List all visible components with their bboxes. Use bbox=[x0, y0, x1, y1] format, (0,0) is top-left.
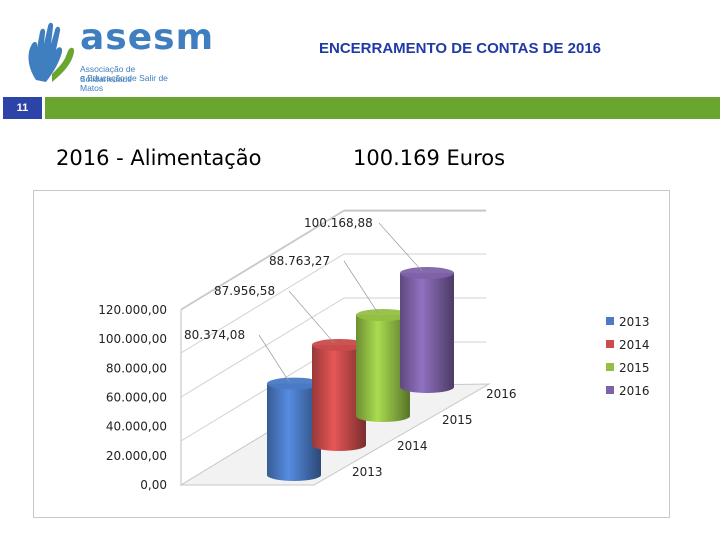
chart-frame: 0,00 20.000,00 40.000,00 60.000,00 80.000,00… bbox=[33, 190, 670, 518]
legend-swatch bbox=[606, 363, 614, 371]
data-label-2013: 80.374,08 bbox=[184, 328, 245, 342]
bar-top-2016 bbox=[400, 267, 454, 280]
logo-subtitle: e Educação de Salir de Matos bbox=[80, 73, 168, 93]
data-label-2014: 87.956,58 bbox=[214, 284, 275, 298]
y-tick-label: 120.000,00 bbox=[98, 303, 167, 317]
bar-top-2013 bbox=[267, 377, 321, 390]
logo-wordmark: asesm bbox=[80, 17, 215, 58]
grid-line bbox=[180, 297, 345, 398]
header-bar bbox=[45, 97, 720, 119]
section-heading: 2016 - Alimentação bbox=[56, 146, 262, 170]
bar-top-2014 bbox=[312, 338, 366, 351]
asesm-logo: asesm Associação de Solidariedade e Educ… bbox=[22, 18, 213, 93]
bar-2014 bbox=[312, 344, 366, 451]
y-tick-label: 60.000,00 bbox=[106, 391, 167, 405]
x-tick-label: 2016 bbox=[486, 387, 517, 401]
data-label-2016: 100.168,88 bbox=[304, 216, 373, 230]
bar-2013 bbox=[267, 383, 321, 481]
x-tick-label: 2014 bbox=[397, 439, 428, 453]
y-tick-label: 0,00 bbox=[140, 478, 167, 492]
leader-line bbox=[288, 290, 335, 344]
back-wall bbox=[180, 210, 486, 485]
section-total: 100.169 Euros bbox=[353, 146, 506, 170]
data-label-2015: 88.763,27 bbox=[269, 254, 330, 268]
grid-line bbox=[180, 209, 345, 310]
y-tick-label: 100.000,00 bbox=[98, 332, 167, 346]
legend-entry: 2014 bbox=[619, 338, 650, 352]
page-number: 11 bbox=[3, 97, 42, 119]
bar-2016 bbox=[400, 273, 454, 393]
bar-2015 bbox=[356, 315, 410, 422]
y-tick-label: 20.000,00 bbox=[106, 449, 167, 463]
grid-line bbox=[180, 253, 345, 354]
legend-swatch bbox=[606, 386, 614, 394]
x-tick-label: 2015 bbox=[442, 413, 473, 427]
legend-entry: 2016 bbox=[619, 384, 650, 398]
legend-swatch bbox=[606, 340, 614, 348]
leader-line bbox=[378, 222, 423, 272]
bar-top-2015 bbox=[356, 309, 410, 322]
leader-line bbox=[258, 334, 290, 382]
slide-title: ENCERRAMENTO DE CONTAS DE 2016 bbox=[319, 40, 601, 57]
leader-line bbox=[343, 260, 379, 314]
x-tick-label: 2013 bbox=[352, 465, 383, 479]
logo-subtitle: Associação de Solidariedade bbox=[80, 64, 136, 84]
y-tick-label: 80.000,00 bbox=[106, 361, 167, 375]
hands-icon bbox=[28, 22, 75, 82]
legend-swatch bbox=[606, 317, 614, 325]
cylinder-chart: 0,00 20.000,00 40.000,00 60.000,00 80.000,00… bbox=[98, 209, 650, 492]
y-tick-label: 40.000,00 bbox=[106, 420, 167, 434]
legend-entry: 2013 bbox=[619, 315, 650, 329]
legend-entry: 2015 bbox=[619, 361, 650, 375]
